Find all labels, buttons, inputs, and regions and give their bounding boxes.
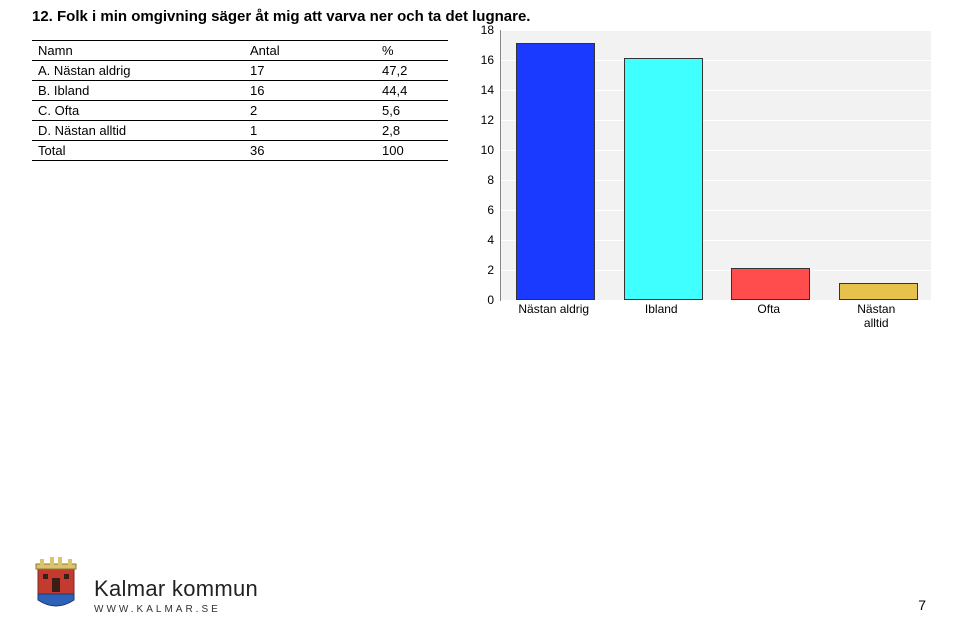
cell: 100 [376, 141, 448, 161]
x-tick-label: Nästan aldrig [518, 302, 589, 316]
kalmar-crest-icon [32, 556, 80, 615]
brand-name: Kalmar kommun [94, 576, 258, 602]
question-title: 12. Folk i min omgivning säger åt mig at… [32, 8, 530, 25]
footer-text: Kalmar kommun WWW.KALMAR.SE [94, 576, 258, 615]
cell: 36 [244, 141, 376, 161]
y-tick-label: 6 [464, 203, 494, 217]
y-tick-label: 14 [464, 83, 494, 97]
gridline [501, 30, 931, 31]
table-row: A. Nästan aldrig1747,2 [32, 61, 448, 81]
footer: Kalmar kommun WWW.KALMAR.SE [32, 556, 258, 615]
bar [516, 43, 595, 300]
table-header-row: Namn Antal % [32, 41, 448, 61]
brand-url: WWW.KALMAR.SE [94, 604, 258, 615]
y-tick-label: 4 [464, 233, 494, 247]
y-tick-label: 10 [464, 143, 494, 157]
table-row: C. Ofta25,6 [32, 101, 448, 121]
y-tick-label: 16 [464, 53, 494, 67]
cell: B. Ibland [32, 81, 244, 101]
y-tick-label: 8 [464, 173, 494, 187]
page-number: 7 [918, 597, 926, 613]
cell: 44,4 [376, 81, 448, 101]
table-row: B. Ibland1644,4 [32, 81, 448, 101]
x-tick-label: Ibland [645, 302, 678, 316]
x-tick-label: Ofta [757, 302, 780, 316]
col-antal: Antal [244, 41, 376, 61]
bar [624, 58, 703, 300]
cell: 47,2 [376, 61, 448, 81]
y-tick-label: 12 [464, 113, 494, 127]
cell: 16 [244, 81, 376, 101]
plot-area [500, 30, 931, 301]
results-table: Namn Antal % A. Nästan aldrig1747,2 B. I… [32, 40, 448, 161]
col-namn: Namn [32, 41, 244, 61]
bar-chart: 024681012141618Nästan aldrigIblandOftaNä… [460, 30, 940, 330]
cell: Total [32, 141, 244, 161]
cell: C. Ofta [32, 101, 244, 121]
gridline [501, 300, 931, 301]
cell: 5,6 [376, 101, 448, 121]
y-tick-label: 18 [464, 23, 494, 37]
bar [731, 268, 810, 300]
cell: A. Nästan aldrig [32, 61, 244, 81]
col-pct: % [376, 41, 448, 61]
cell: D. Nästan alltid [32, 121, 244, 141]
x-tick-label: Nästan alltid [844, 302, 908, 330]
cell: 2,8 [376, 121, 448, 141]
table-row: Total36100 [32, 141, 448, 161]
y-tick-label: 0 [464, 293, 494, 307]
table-row: D. Nästan alltid12,8 [32, 121, 448, 141]
cell: 2 [244, 101, 376, 121]
y-tick-label: 2 [464, 263, 494, 277]
cell: 1 [244, 121, 376, 141]
cell: 17 [244, 61, 376, 81]
bar [839, 283, 918, 300]
